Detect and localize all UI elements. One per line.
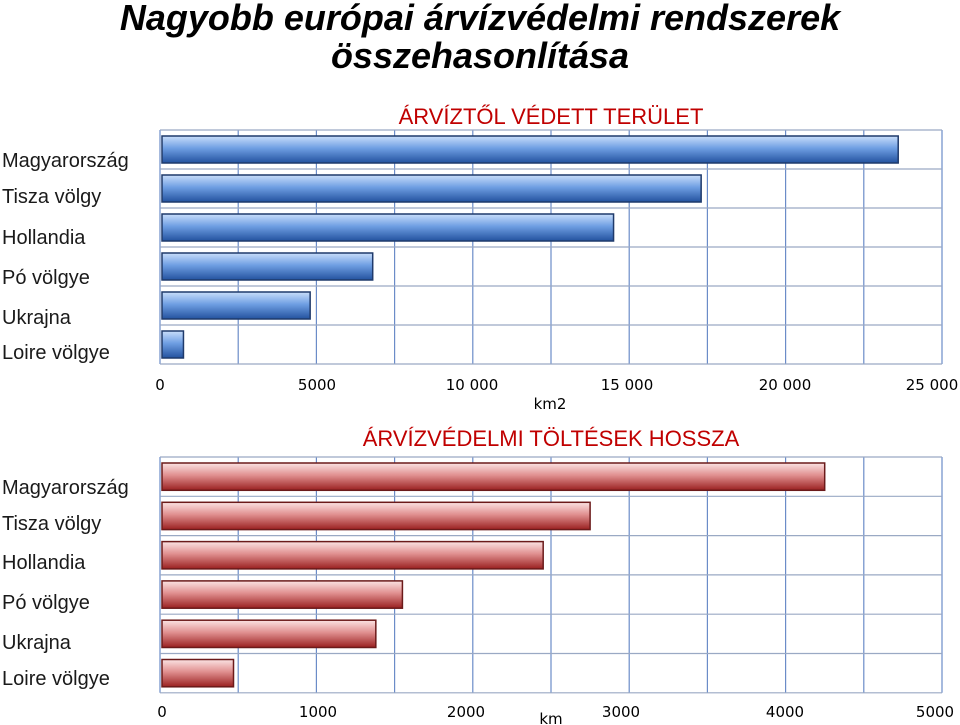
area-category-label: Tisza völgy: [2, 186, 101, 208]
levee-tick-label: 4000: [766, 703, 804, 721]
area-bar: [161, 135, 899, 164]
area-bar: [161, 291, 311, 320]
area-bar: [161, 252, 374, 281]
page-title-line1: Nagyobb európai árvízvédelmi rendszerek: [119, 0, 841, 38]
levee-bar: [161, 619, 377, 649]
levee-bar: [161, 580, 404, 609]
levee-tick-label: 0: [157, 703, 167, 721]
levee-category-label: Tisza völgy: [2, 513, 101, 535]
levee-category-label: Ukrajna: [2, 632, 72, 654]
area-chart-title: ÁRVÍZTŐL VÉDETT TERÜLET: [399, 104, 704, 129]
levee-category-label: Loire völgye: [2, 668, 110, 690]
area-tick-label: 15 000: [601, 376, 654, 394]
area-bar: [161, 174, 702, 203]
area-bar: [161, 213, 615, 242]
levee-category-label: Pó völgye: [2, 592, 90, 614]
area-category-label: Magyarország: [2, 150, 129, 172]
area-tick-label: 25 000: [906, 376, 959, 394]
levee-bar: [161, 540, 544, 570]
area-tick-label: 10 000: [446, 376, 499, 394]
page-title-line2: összehasonlítása: [330, 35, 630, 76]
levee-tick-label: 5000: [916, 703, 954, 721]
levee-chart-title: ÁRVÍZVÉDELMI TÖLTÉSEK HOSSZA: [363, 426, 740, 451]
levee-bar: [161, 658, 235, 688]
levee-tick-label: 1000: [299, 703, 337, 721]
levee-tick-label: 2000: [447, 703, 485, 721]
area-tick-label: 20 000: [759, 376, 812, 394]
area-category-label: Ukrajna: [2, 307, 72, 329]
area-bar: [161, 330, 185, 359]
levee-bar: [161, 462, 826, 492]
area-category-label: Hollandia: [2, 227, 86, 249]
levee-bar: [161, 501, 591, 531]
area-category-label: Pó völgye: [2, 267, 90, 289]
levee-tick-label: 3000: [602, 703, 640, 721]
levee-category-label: Magyarország: [2, 477, 129, 499]
area-tick-label: 0: [155, 376, 165, 394]
levee-axis-label: km: [539, 710, 562, 725]
area-axis-label: km2: [534, 395, 567, 413]
levee-category-label: Hollandia: [2, 552, 86, 574]
area-tick-label: 5000: [298, 376, 336, 394]
area-category-label: Loire völgye: [2, 342, 110, 364]
